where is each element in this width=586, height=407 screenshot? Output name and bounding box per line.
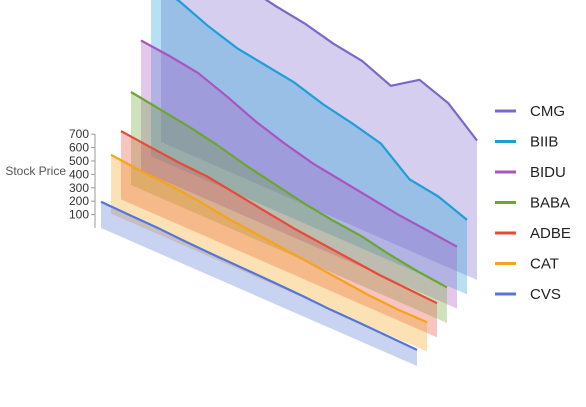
y-axis-title: Stock Price (5, 164, 66, 178)
legend-label: BABA (530, 195, 570, 212)
y-tick-label: 200 (69, 194, 89, 208)
series-line-baba (130, 91, 448, 289)
legend-item-bidu: BIDU (495, 164, 566, 181)
legend-item-cmg: CMG (495, 103, 565, 120)
series-area-cvs (101, 201, 417, 366)
legend-item-adbe: ADBE (495, 225, 571, 242)
series-cat (110, 153, 428, 352)
legend-item-baba: BABA (495, 195, 570, 212)
series-line-adbe (120, 130, 438, 305)
series-line-biib (175, 0, 468, 221)
legend-item-cvs: CVS (495, 286, 561, 303)
series-adbe (120, 130, 438, 338)
y-tick-label: 100 (69, 208, 89, 222)
y-tick-label: 400 (69, 167, 89, 181)
series-line-cvs (100, 200, 418, 351)
series-cvs (100, 200, 418, 366)
series-area-baba (131, 92, 447, 323)
legend-label: BIIB (530, 134, 558, 151)
series-area-cat (111, 154, 427, 352)
series-area-bidu (141, 40, 457, 309)
legend-label: BIDU (530, 164, 566, 181)
series-area-cmg (161, 0, 477, 280)
legend-item-cat: CAT (495, 256, 559, 273)
series-area-biib (151, 0, 467, 295)
series-cmg (161, 0, 478, 280)
legend: CMG BIIB BIDU BABA ADBE CAT CVS (495, 103, 571, 303)
series-bidu (140, 39, 458, 309)
legend-label: CMG (530, 103, 565, 120)
series-baba (130, 91, 448, 323)
series-line-cmg (264, 0, 478, 142)
legend-label: CAT (530, 256, 559, 273)
y-tick-label: 500 (69, 154, 89, 168)
y-tick-label: 600 (69, 141, 89, 155)
y-tick-label: 700 (69, 127, 89, 141)
y-tick-label: 300 (69, 181, 89, 195)
legend-label: CVS (530, 286, 561, 303)
series-biib (151, 0, 468, 295)
series-layer (100, 0, 478, 366)
legend-label: ADBE (530, 225, 571, 242)
legend-item-biib: BIIB (495, 134, 558, 151)
series-line-cat (110, 153, 428, 324)
series-line-bidu (140, 39, 458, 248)
series-area-adbe (121, 131, 437, 338)
